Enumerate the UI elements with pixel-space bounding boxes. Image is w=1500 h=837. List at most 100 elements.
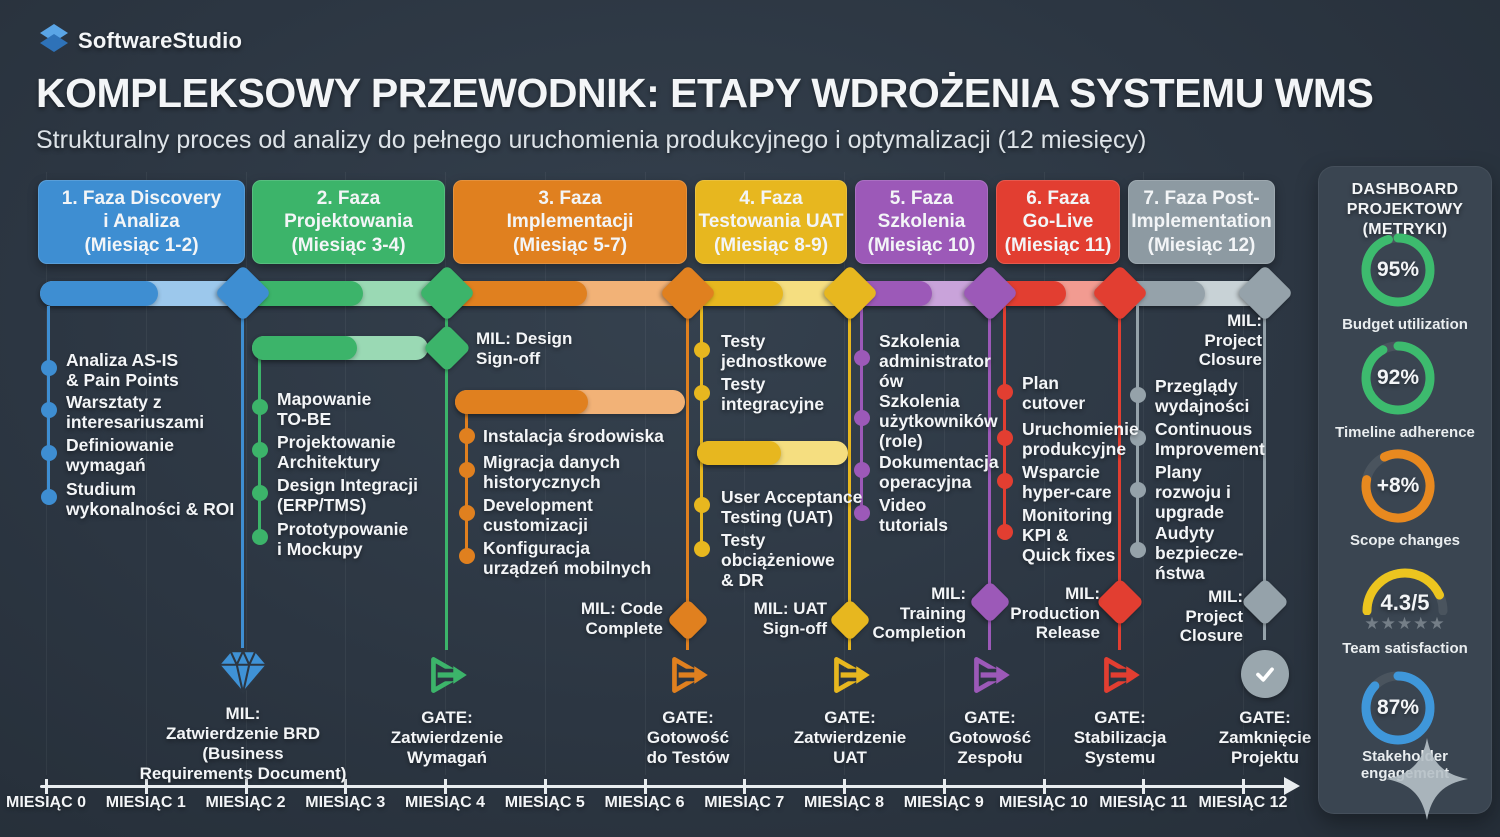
task: Dokumentacja operacyjna [879, 452, 999, 492]
phase-connector-line [848, 304, 851, 650]
star-rating: ★★★★★ [1318, 614, 1492, 634]
task: Monitoring KPI & Quick fixes [1022, 505, 1116, 565]
metric-label: Team satisfaction [1342, 640, 1468, 657]
gate-label: MIL: Zatwierdzenie BRD (Business Require… [139, 704, 347, 784]
axis-month-label: MIESIĄC 6 [604, 794, 685, 811]
task: Testy integracyjne [721, 374, 825, 414]
task: Plan cutover [1022, 373, 1086, 413]
task-bullet [1130, 430, 1146, 446]
milestone-diamond [422, 323, 472, 373]
task: Design Integracji (ERP/TMS) [277, 475, 419, 515]
task-bullet [1130, 387, 1146, 403]
task: Projektowanie Architektury [277, 432, 396, 472]
task-bullet [252, 529, 268, 545]
phase-connector-line [988, 304, 991, 650]
month-gridline [744, 172, 746, 775]
gate-label: GATE: Zatwierdzenie Wymagań [390, 708, 504, 768]
metric-ring-budget: 95% [1358, 230, 1438, 310]
task: Testy jednostkowe [721, 331, 827, 371]
task-bullet [1130, 482, 1146, 498]
task-spine [1003, 306, 1006, 538]
phase-box-1: 1. Faza Discovery i Analiza (Miesiąc 1-2… [38, 180, 245, 264]
task-bullet [854, 410, 870, 426]
task: Instalacja środowiska [483, 426, 664, 446]
phase-box-4: 4. Faza Testowania UAT (Miesiąc 8-9) [695, 180, 847, 264]
milestone-diamond [1240, 577, 1290, 627]
check-circle-icon [1241, 650, 1289, 698]
month-gridline [844, 172, 845, 775]
gate-label: GATE: Zamknięcie Projektu [1218, 708, 1312, 768]
task: Analiza AS-IS & Pain Points [66, 350, 179, 390]
task-bullet [459, 548, 475, 564]
axis-month-label: MIESIĄC 10 [999, 794, 1088, 811]
phase-box-5: 5. Faza Szkolenia (Miesiąc 10) [855, 180, 988, 264]
task: Mapowanie TO-BE [277, 389, 372, 429]
gate-icon [834, 657, 870, 693]
metric-ring-scope: +8% [1358, 446, 1438, 526]
metric-value: 87% [1376, 696, 1420, 719]
metric-label: Timeline adherence [1335, 424, 1475, 441]
task-bullet [459, 462, 475, 478]
task-bullet [694, 385, 710, 401]
task-spine [700, 306, 703, 556]
phase-connector-line [445, 304, 448, 650]
task-bullet [1130, 542, 1146, 558]
phase-box-7: 7. Faza Post- Implementation (Miesiąc 12… [1128, 180, 1275, 264]
gate-label: GATE: Stabilizacja Systemu [1073, 708, 1167, 768]
axis-arrow-icon [1284, 777, 1300, 795]
phase-diamond [821, 264, 879, 322]
metric-label: Budget utilization [1342, 316, 1468, 333]
month-gridline [1043, 172, 1045, 775]
task: Wsparcie hyper-care [1022, 462, 1112, 502]
gate-icon [974, 657, 1010, 693]
axis-month-label: MIESIĄC 12 [1198, 794, 1288, 811]
metric-value: 4.3/5 [1380, 590, 1430, 615]
axis-month-label: MIESIĄC 3 [305, 794, 386, 811]
page-subtitle: Strukturalny proces od analizy do pełneg… [36, 126, 1147, 154]
task: Definiowanie wymagań [66, 435, 174, 475]
gate-label: GATE: Zatwierdzenie UAT [793, 708, 907, 768]
dashboard-title: DASHBOARD PROJEKTOWY (METRYKI) [1346, 181, 1464, 238]
task-bullet [459, 505, 475, 521]
gate-icon [431, 657, 467, 693]
metric-value: 95% [1376, 258, 1420, 281]
axis-month-label: MIESIĄC 8 [803, 794, 884, 811]
sub-bar [252, 336, 357, 360]
phase-box-6: 6. Faza Go-Live (Miesiąc 11) [996, 180, 1120, 264]
milestone-label: MIL: Training Completion [872, 584, 967, 643]
phase-diamond [418, 264, 476, 322]
task-bullet [694, 497, 710, 513]
task-bullet [41, 489, 57, 505]
task-bullet [252, 399, 268, 415]
task: Szkolenia użytkowników (role) [879, 391, 998, 451]
phase-diamond [961, 264, 1019, 322]
task-bullet [41, 360, 57, 376]
milestone-label: MIL: Project Closure [1198, 311, 1262, 370]
metric-ring-stakeholder: 87% [1358, 668, 1438, 748]
page-title: KOMPLEKSOWY PRZEWODNIK: ETAPY WDROŻENIA … [36, 70, 1374, 116]
task: Uruchomienie produkcyjne [1022, 419, 1139, 459]
task: Audyty bezpiecze- ństwa [1155, 523, 1244, 583]
gate-icon [1104, 657, 1140, 693]
axis-month-label: MIESIĄC 0 [5, 794, 86, 811]
task: Prototypowanie i Mockupy [277, 519, 409, 559]
metric-ring-timeline: 92% [1358, 338, 1438, 418]
task: Plany rozwoju i upgrade [1155, 462, 1231, 522]
dashboard-panel: DASHBOARD PROJEKTOWY (METRYKI) 95% Budge… [1318, 166, 1492, 814]
phase-connector-line [241, 304, 244, 648]
phase-connector-line [686, 304, 689, 650]
axis-month-label: MIESIĄC 9 [903, 794, 984, 811]
phase-connector-line [1263, 304, 1266, 640]
month-gridline [644, 172, 646, 775]
month-gridline [145, 172, 147, 775]
axis-month-label: MIESIĄC 1 [105, 794, 186, 811]
task: Testy obciążeniowe & DR [721, 530, 835, 590]
milestone-label: MIL: Production Release [1010, 584, 1100, 643]
axis-month-label: MIESIĄC 5 [504, 794, 585, 811]
gate-icon [672, 657, 708, 693]
stars-base: ★★★★★ [1364, 614, 1446, 633]
gem-milestone-icon [218, 650, 268, 694]
month-gridline [544, 172, 546, 775]
task: Warsztaty z interesariuszami [66, 392, 205, 432]
brand-logo-icon [40, 24, 68, 52]
